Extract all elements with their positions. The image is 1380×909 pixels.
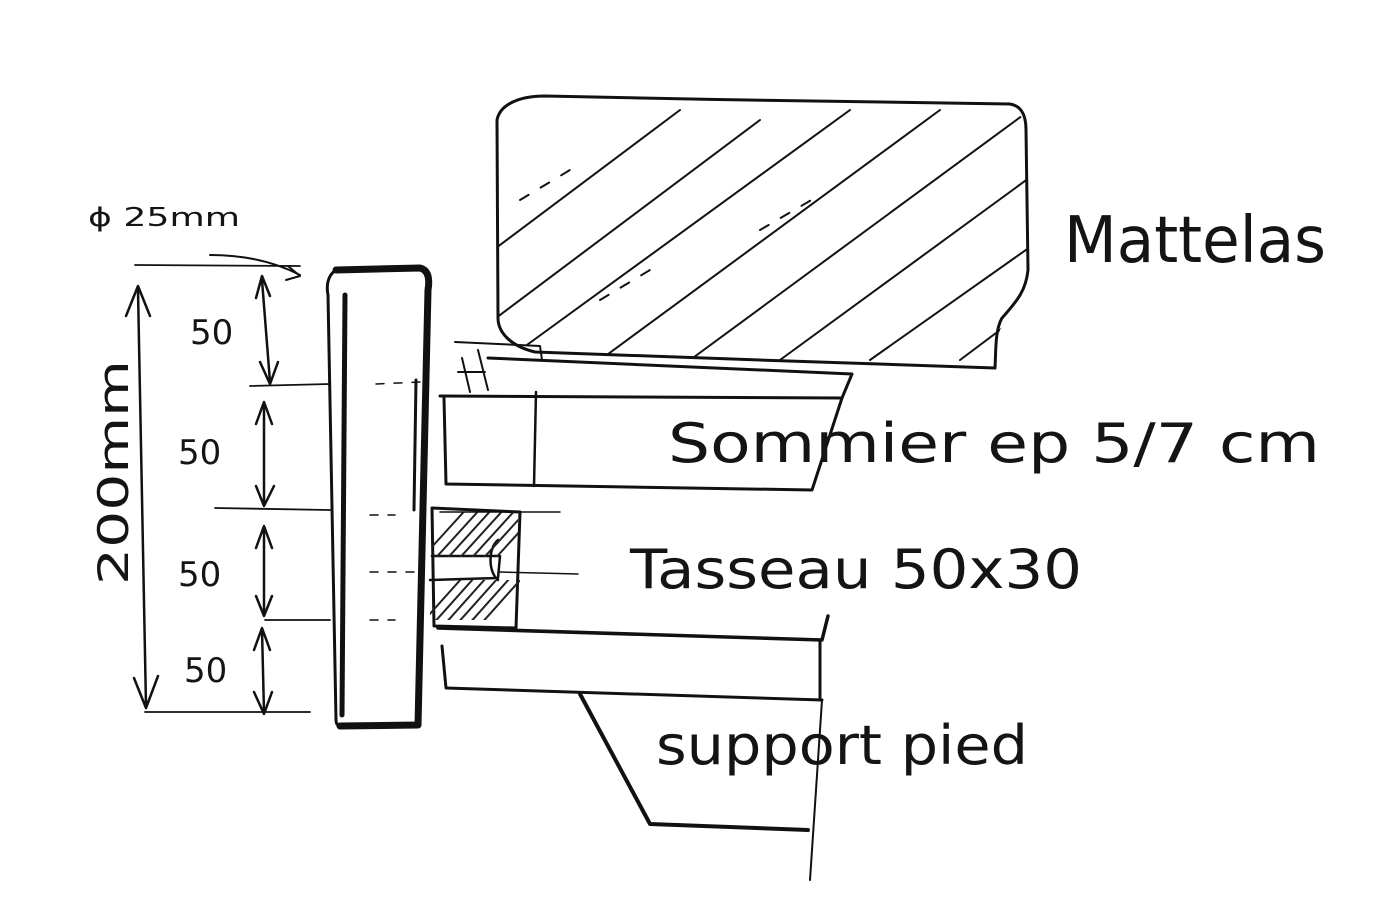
slatted-base: [375, 341, 854, 492]
dimension-value: 50: [178, 555, 221, 595]
foot-support: [436, 614, 830, 881]
cleat-hatching-top: [432, 512, 518, 557]
cleat-hatching-bottom: [430, 580, 520, 620]
cleat-label: Tasseau 50x30: [629, 538, 1082, 601]
dimension-lines: [124, 254, 331, 716]
cleat: [369, 506, 579, 630]
mattress: [495, 94, 1030, 370]
vertical-post: [325, 264, 433, 730]
slatted-base-label: Sommier ep 5/7 cm: [668, 412, 1320, 475]
total-height-label: 200mm: [89, 360, 138, 585]
mattress-label: Mattelas: [1064, 204, 1326, 278]
diameter-label: ϕ 25mm: [88, 203, 240, 233]
dimension-value: 50: [190, 313, 233, 353]
foot-support-label: support pied: [656, 714, 1028, 777]
dimension-value: 50: [178, 433, 221, 473]
dimension-value: 50: [184, 651, 227, 691]
mattress-hatching: [498, 109, 1028, 361]
